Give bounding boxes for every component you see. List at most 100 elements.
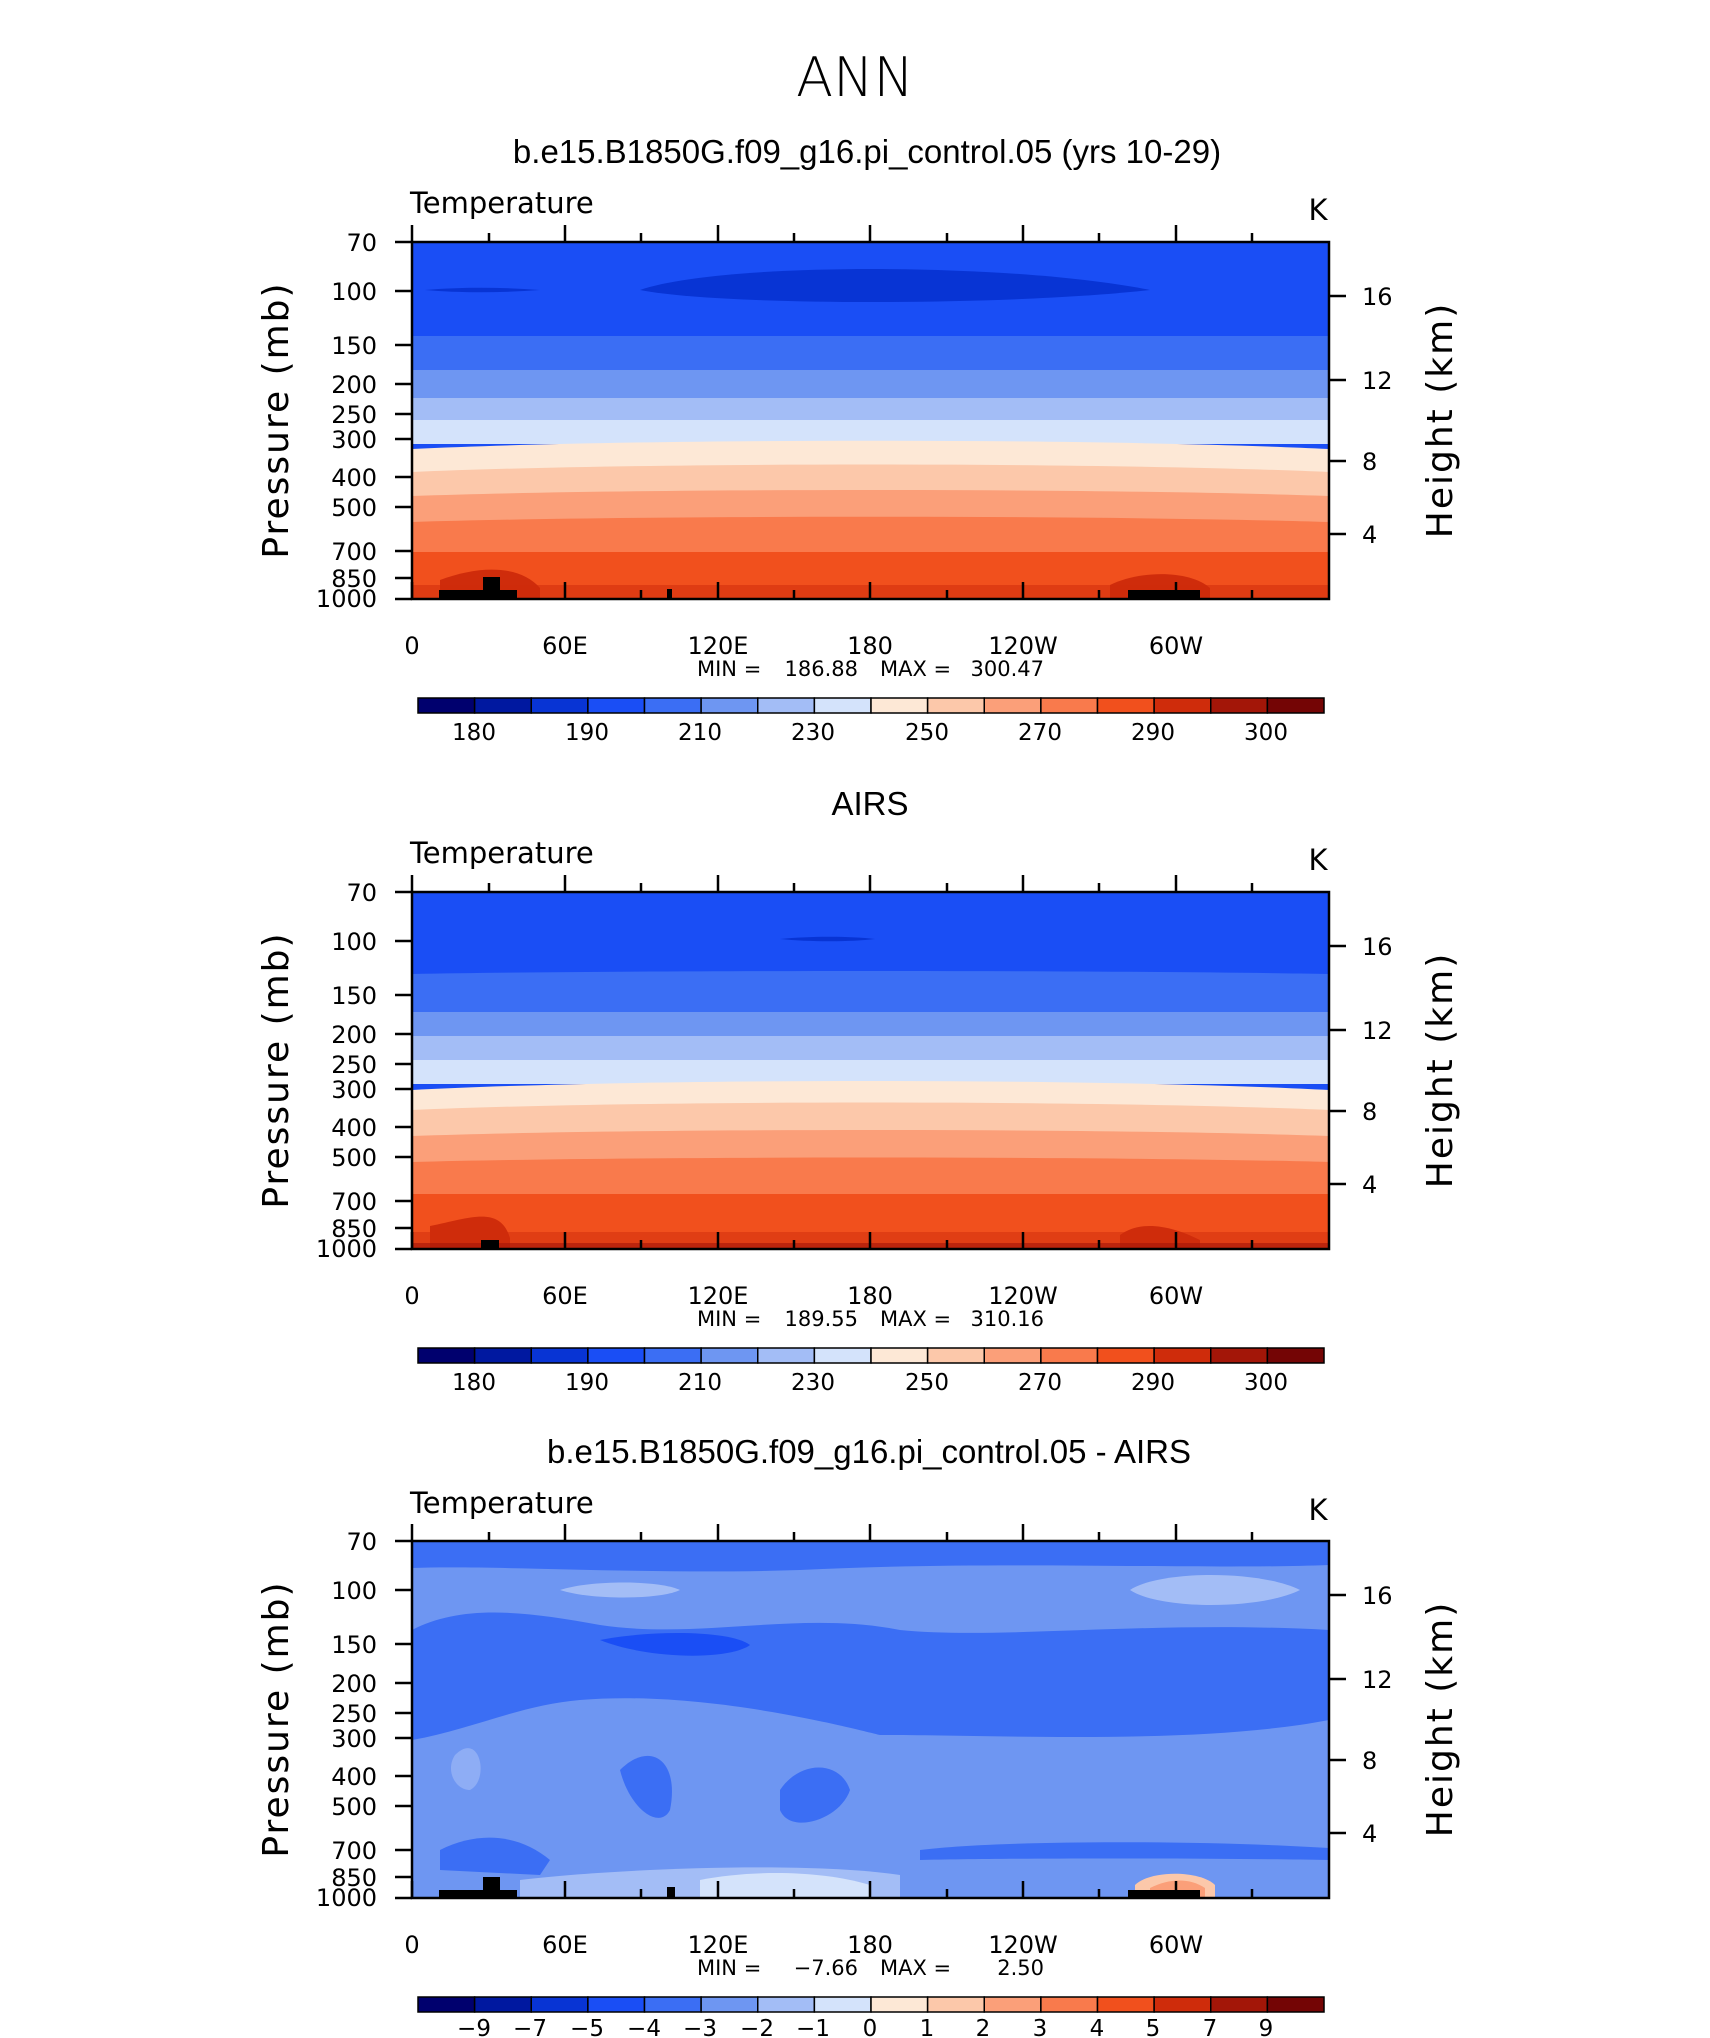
- x-tick-label: 0: [404, 632, 419, 660]
- colorbar-label: 300: [1244, 1370, 1288, 1396]
- colorbar-swatch: [473, 697, 533, 714]
- y-tick-labels: 70 100 150 200 250 300 400 500 700 850 1…: [316, 229, 377, 613]
- x-tick-labels: 0 60E 120E 180 120W 60W: [404, 632, 1203, 660]
- colorbar-swatch: [1266, 1347, 1325, 1364]
- y2-tick-labels: 16 12 8 4: [1362, 1582, 1393, 1848]
- panel-obs: AIRS Temperature K: [256, 785, 1461, 1396]
- y2-tick-label: 8: [1362, 1747, 1377, 1775]
- y2-tick-labels: 16 12 8 4: [1362, 283, 1393, 549]
- panel-title: AIRS: [831, 785, 908, 822]
- min-label: MIN =: [697, 1956, 761, 1980]
- contour-fill: [412, 242, 1329, 599]
- colorbar-swatch: [700, 1347, 759, 1364]
- y-tick-label: 500: [331, 1144, 377, 1172]
- colorbar-swatch: [1266, 1996, 1325, 2013]
- colorbar-swatch: [643, 697, 702, 714]
- y2-axis: [1329, 944, 1346, 1186]
- colorbar-label: 270: [1018, 1370, 1062, 1396]
- colorbar-swatch: [700, 697, 759, 714]
- colorbar-swatch: [757, 697, 816, 714]
- colorbar-label: 250: [905, 720, 949, 746]
- y-tick-label: 200: [331, 371, 377, 399]
- x-tick-label: 60W: [1149, 1931, 1203, 1959]
- x-tick-label: 120W: [988, 1282, 1058, 1310]
- y-tick-label: 400: [331, 1763, 377, 1791]
- y-tick-labels: 70 100 150 200 250 300 400 500 700 850 1…: [316, 879, 377, 1263]
- y-tick-label: 1000: [316, 1235, 377, 1263]
- colorbar-label: 2: [976, 2016, 991, 2038]
- max-label: MAX =: [880, 1956, 951, 1980]
- colorbar-label: 180: [452, 720, 496, 746]
- y2-tick-label: 4: [1362, 521, 1377, 549]
- y2-tick-label: 12: [1362, 1017, 1393, 1045]
- y2-tick-label: 4: [1362, 1171, 1377, 1199]
- x-tick-label: 180: [847, 1931, 893, 1959]
- y-tick-label: 250: [331, 1051, 377, 1079]
- y2-tick-label: 12: [1362, 367, 1393, 395]
- y-tick-label: 70: [346, 229, 377, 257]
- colorbar-swatch: [417, 697, 476, 714]
- colorbar-swatch: [1266, 697, 1325, 714]
- y-tick-label: 70: [346, 879, 377, 907]
- y-tick-label: 400: [331, 1114, 377, 1142]
- x-tick-label: 60E: [542, 1931, 588, 1959]
- colorbar: [417, 697, 1325, 714]
- colorbar-swatch: [1210, 1996, 1269, 2013]
- colorbar-swatch: [1153, 1347, 1212, 1364]
- y2-axis: [1329, 1593, 1346, 1835]
- colorbar-swatch: [417, 1347, 476, 1364]
- y-tick-label: 150: [331, 332, 377, 360]
- y-axis-label: Pressure (mb): [256, 931, 297, 1208]
- colorbar-swatch: [1040, 1347, 1099, 1364]
- figure-title: ANN: [796, 46, 914, 109]
- colorbar: [417, 1996, 1325, 2013]
- y-tick-label: 100: [331, 1577, 377, 1605]
- x-tick-label: 120W: [988, 632, 1058, 660]
- colorbar-swatch: [926, 697, 986, 714]
- colorbar-label: 9: [1259, 2016, 1274, 2038]
- colorbar-swatch: [530, 1347, 589, 1364]
- colorbar-swatch: [473, 1347, 533, 1364]
- colorbar-swatch: [643, 1996, 702, 2013]
- panel-title: b.e15.B1850G.f09_g16.pi_control.05 (yrs …: [513, 133, 1221, 170]
- y-axis: [395, 1539, 412, 1900]
- y2-tick-label: 4: [1362, 1820, 1377, 1848]
- colorbar-label: 190: [565, 720, 609, 746]
- y-tick-label: 700: [331, 1188, 377, 1216]
- colorbar-label: 300: [1244, 720, 1288, 746]
- colorbar-label: −4: [627, 2016, 661, 2038]
- max-value: 2.50: [997, 1956, 1044, 1980]
- colorbar-swatch: [643, 1347, 702, 1364]
- contour-fill: [412, 892, 1329, 1249]
- y2-axis-label: Height (km): [1420, 302, 1461, 538]
- y2-axis-label: Height (km): [1420, 1601, 1461, 1837]
- colorbar-label: −1: [796, 2016, 830, 2038]
- max-value: 300.47: [971, 657, 1044, 681]
- colorbar-labels: 180 190 210 230 250 270 290 300: [452, 1370, 1288, 1396]
- panel-diff: b.e15.B1850G.f09_g16.pi_control.05 - AIR…: [256, 1433, 1461, 2038]
- x-tick-label: 60E: [542, 1282, 588, 1310]
- panel-model: b.e15.B1850G.f09_g16.pi_control.05 (yrs …: [256, 133, 1461, 746]
- y-tick-label: 1000: [316, 585, 377, 613]
- y-tick-label: 100: [331, 928, 377, 956]
- colorbar-label: 1: [920, 2016, 935, 2038]
- colorbar-swatch: [926, 1347, 986, 1364]
- y-tick-label: 700: [331, 1837, 377, 1865]
- colorbar-swatch: [1040, 697, 1099, 714]
- colorbar-swatch: [1153, 697, 1212, 714]
- x-tick-label: 180: [847, 632, 893, 660]
- colorbar-label: 250: [905, 1370, 949, 1396]
- y-tick-label: 400: [331, 464, 377, 492]
- colorbar-swatch: [530, 697, 589, 714]
- colorbar-label: −5: [570, 2016, 604, 2038]
- colorbar-swatch: [926, 1996, 986, 2013]
- colorbar-label: 5: [1146, 2016, 1161, 2038]
- units-label: K: [1308, 1493, 1328, 1527]
- y-tick-label: 850: [331, 565, 377, 593]
- colorbar-swatch: [757, 1347, 816, 1364]
- y-tick-label: 200: [331, 1021, 377, 1049]
- colorbar-swatch: [1210, 697, 1269, 714]
- x-tick-label: 0: [404, 1931, 419, 1959]
- x-tick-label: 120W: [988, 1931, 1058, 1959]
- variable-label: Temperature: [409, 1486, 594, 1520]
